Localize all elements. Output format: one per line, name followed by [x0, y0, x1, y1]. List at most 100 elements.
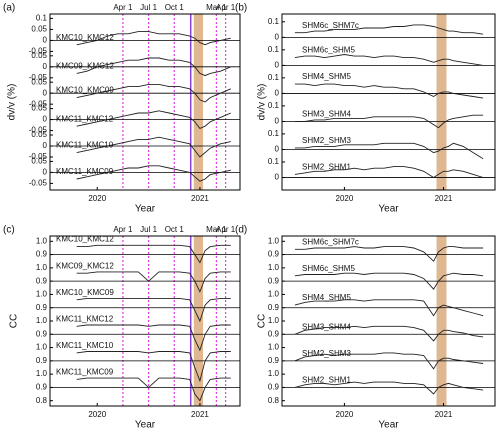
y-tick-label: -0.05	[29, 126, 48, 135]
x-tick-label: 2021	[191, 410, 209, 419]
y-tick-label: 0.9	[268, 250, 280, 259]
x-tick-label: 2020	[336, 194, 354, 203]
date-label: Oct 1	[165, 225, 185, 234]
trace-label: KMC11_KMC12	[56, 114, 114, 123]
x-tick-label: 2021	[435, 410, 453, 419]
panel-label: (c)	[3, 225, 15, 236]
y-tick-label: -0.05	[29, 179, 48, 188]
y-tick-label: 0.05	[31, 157, 47, 166]
panel: (d) SHM6c_SHM7c SHM6c_SHM5 SHM4_SHM5 SHM3_SH…	[235, 225, 496, 431]
trace	[294, 166, 484, 179]
y-tick-label: 0	[43, 115, 48, 124]
trace-label: SHM6c_SHM7c	[302, 21, 359, 30]
x-tick-label: 2020	[336, 410, 354, 419]
trace-label: SHM6c_SHM7c	[302, 237, 359, 246]
y-tick-label: 0.9	[268, 276, 280, 285]
panel-label: (a)	[3, 3, 15, 14]
trace-label: SHM2_SHM3	[302, 349, 351, 358]
x-tick-label: 2021	[435, 194, 453, 203]
trace-label: KMC10_KMC12	[56, 235, 114, 244]
date-label: Jul 1	[140, 225, 157, 234]
panel-label: (d)	[235, 225, 247, 236]
trace-label: KMC10_KMC09	[56, 86, 114, 95]
trace	[76, 324, 231, 352]
trace-label: KMC10_KMC09	[56, 288, 114, 297]
y-tick-label: 1.0	[36, 290, 48, 299]
y-tick-label: 0	[275, 145, 280, 154]
trace	[76, 297, 231, 323]
trace	[294, 114, 484, 129]
trace	[76, 136, 231, 158]
trace	[294, 83, 484, 99]
trace-label: SHM4_SHM5	[302, 72, 351, 81]
x-axis-label: Year	[135, 420, 156, 431]
trace	[76, 377, 231, 402]
y-tick-label: 0.9	[36, 303, 48, 312]
date-label: Jul 1	[140, 3, 157, 12]
y-tick-label: 1.0	[268, 236, 280, 245]
event-band	[436, 14, 447, 190]
trace-label: SHM6c_SHM5	[302, 264, 355, 273]
y-tick-label: 0	[43, 62, 48, 71]
y-tick-label: 1.0	[268, 369, 280, 378]
y-tick-label: 0	[275, 117, 280, 126]
y-tick-label: 1.0	[36, 369, 48, 378]
trace	[76, 244, 231, 264]
x-tick-label: 2021	[191, 194, 209, 203]
trace	[76, 271, 231, 293]
date-label: Oct 1	[165, 3, 185, 12]
date-label: Mar 1	[206, 225, 227, 234]
y-tick-label: -0.05	[29, 47, 48, 56]
trace	[294, 299, 484, 317]
panel: (b) SHM6c_SHM7c SHM6c_SHM5 SHM4_SHM5 SHM3_SH…	[235, 3, 496, 215]
y-tick-label: 0.05	[31, 130, 47, 139]
trace	[76, 57, 231, 77]
trace-label: KMC11_KMC10	[56, 341, 114, 350]
panel-label: (b)	[235, 3, 247, 14]
y-tick-label: 0	[275, 89, 280, 98]
x-axis-label: Year	[378, 204, 399, 215]
trace-label: SHM3_SHM4	[302, 110, 351, 119]
y-tick-label: 1.0	[268, 316, 280, 325]
y-axis-label: dv/v (%)	[257, 84, 268, 121]
trace-label: KMC11_KMC12	[56, 314, 114, 323]
y-tick-label: 0.9	[268, 356, 280, 365]
y-tick-label: 0.1	[268, 17, 280, 26]
y-tick-label: 0.1	[268, 45, 280, 54]
y-tick-label: 0.05	[31, 77, 47, 86]
trace	[294, 142, 484, 160]
y-tick-label: 1.0	[36, 316, 48, 325]
y-tick-label: 0.1	[268, 157, 280, 166]
trace-label: SHM6c_SHM5	[302, 46, 355, 55]
y-tick-label: 0.05	[31, 25, 47, 34]
y-tick-label: -0.05	[29, 99, 48, 108]
trace-label: SHM3_SHM4	[302, 322, 351, 331]
trace	[294, 246, 484, 262]
y-tick-label: 0	[275, 173, 280, 182]
y-tick-label: -0.05	[29, 73, 48, 82]
trace	[294, 352, 484, 370]
trace	[76, 110, 231, 129]
trace-label: SHM2_SHM1	[302, 163, 351, 172]
trace-label: KMC11_KMC09	[56, 167, 114, 176]
trace-label: KMC11_KMC10	[56, 141, 114, 150]
y-tick-label: 0.8	[268, 396, 280, 405]
trace	[294, 325, 484, 342]
y-tick-label: 0	[43, 168, 48, 177]
trace-label: KMC10_KMC12	[56, 33, 114, 42]
y-tick-label: 1.0	[36, 263, 48, 272]
trace-label: KMC09_KMC12	[56, 62, 114, 71]
date-label: Apr 1	[113, 225, 133, 234]
y-tick-label: 0	[43, 141, 48, 150]
y-tick-label: 0.9	[36, 383, 48, 392]
y-tick-label: 1.0	[268, 263, 280, 272]
y-tick-label: 0	[275, 61, 280, 70]
y-tick-label: 1.0	[268, 343, 280, 352]
date-label: Apr 1	[216, 225, 236, 234]
date-label: Apr 1	[216, 3, 236, 12]
event-band	[436, 236, 447, 406]
y-tick-label: 0.1	[268, 129, 280, 138]
x-axis-label: Year	[378, 420, 399, 431]
x-tick-label: 2020	[88, 194, 106, 203]
